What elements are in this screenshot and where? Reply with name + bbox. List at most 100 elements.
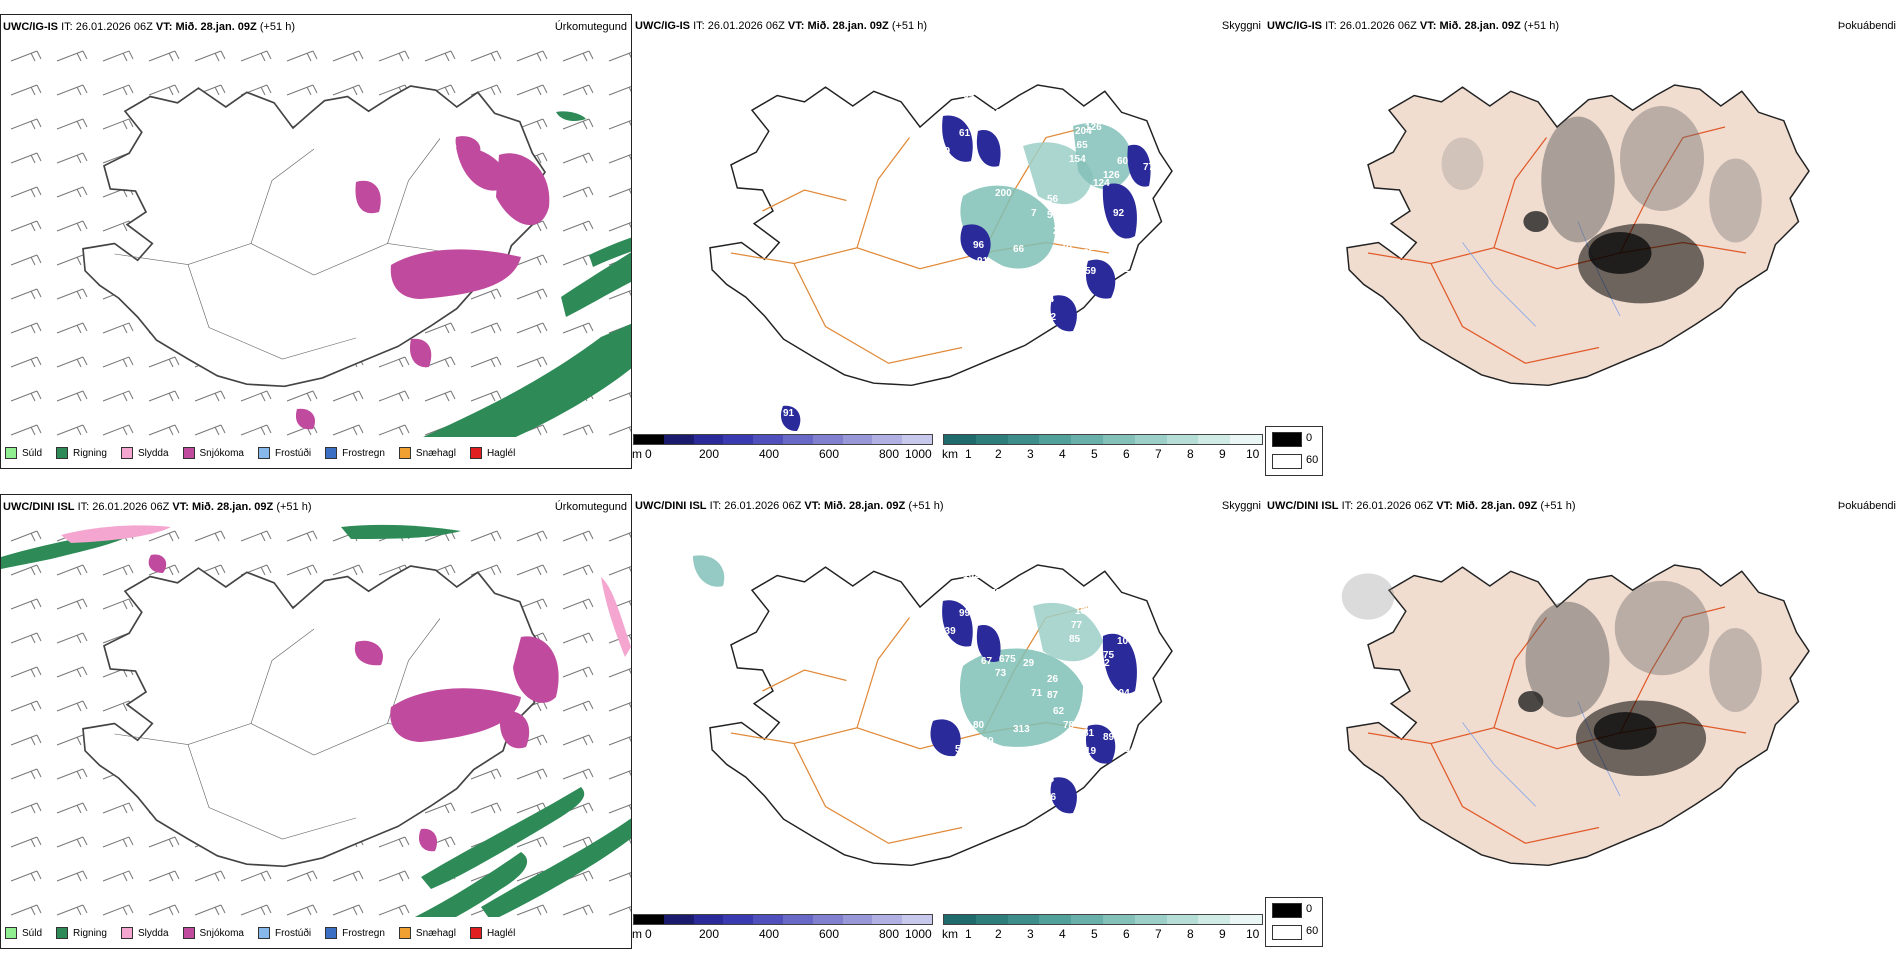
wind-barb (562, 632, 594, 644)
wind-barb (562, 734, 594, 746)
it-value: 26.01.2026 06Z (75, 21, 153, 33)
wind-barb (608, 154, 631, 164)
legend-item: Súld (5, 447, 42, 459)
visibility-unit: km (942, 927, 958, 941)
wind-barb (102, 870, 134, 882)
precip-map (10, 50, 631, 437)
vt-value: Mið. 28.jan. 09Z (175, 21, 257, 33)
visibility-tick: 5 (1091, 927, 1098, 941)
wind-barb (562, 322, 594, 334)
road-network (114, 138, 462, 360)
vt-label: VT: (804, 500, 821, 512)
wind-barb (148, 390, 180, 402)
panel-title: Úrkomutegund (554, 21, 627, 33)
wind-barb (56, 768, 88, 780)
visibility-tick: 9 (1219, 447, 1226, 461)
wind-barb (470, 802, 502, 814)
visibility-tick: 10 (1246, 447, 1260, 461)
snow-areas (148, 554, 559, 852)
it-value: 26.01.2026 06Z (707, 20, 785, 32)
cloud-base-label: 66 (1013, 244, 1025, 255)
wind-barb (608, 906, 631, 916)
vt-label: VT: (1436, 500, 1453, 512)
wind-barb (286, 870, 318, 882)
wind-barb (56, 424, 88, 436)
rain-areas (423, 111, 631, 437)
vt-label: VT: (787, 20, 805, 32)
model-name: UWC/IG-IS (635, 20, 690, 32)
cloud-base-label: 126 (1103, 170, 1120, 181)
legend-item: Frostregn (325, 927, 385, 939)
wind-barb (102, 836, 134, 848)
wind-barb (10, 152, 42, 164)
ceiling-tick: 0 (645, 927, 652, 941)
vt-value: Mið. 28.jan. 09Z (191, 501, 274, 513)
wind-barb (10, 118, 42, 130)
road-network (1367, 126, 1747, 364)
wind-barb (56, 84, 88, 96)
ceiling-tick: 600 (819, 927, 840, 941)
wind-barb (148, 530, 180, 542)
visibility-tick: 6 (1123, 927, 1130, 941)
wind-barb (608, 120, 631, 130)
vt-label: VT: (1419, 20, 1437, 32)
visibility-colorbar: km 1 2 3 4 5 6 7 8 9 10 (942, 914, 1263, 941)
wind-barb (378, 424, 410, 436)
wind-barb (10, 84, 42, 96)
wind-barb (10, 700, 42, 712)
fog-map (1346, 84, 1810, 387)
ceiling-tick: 800 (879, 927, 900, 941)
wind-barb (608, 532, 631, 542)
cloud-base-label: 17 (1103, 252, 1115, 263)
wind-barb (332, 50, 364, 62)
wind-barb (56, 390, 88, 402)
wind-barb (56, 666, 88, 678)
cloud-base-label: 12 (1119, 264, 1131, 275)
wind-barb (102, 356, 134, 368)
visibility-tick: 3 (1027, 447, 1034, 461)
wind-barb (102, 424, 134, 436)
cloud-base-label: 104 (1113, 688, 1130, 699)
ceiling-tick: 0 (645, 447, 652, 461)
snow-areas (295, 136, 550, 430)
wind-barb (608, 426, 631, 436)
wind-barb (608, 804, 631, 814)
wind-barb (10, 802, 42, 814)
wind-barb (102, 322, 134, 334)
legend-item: Snæhagl (398, 927, 456, 939)
wind-barb (608, 188, 631, 198)
wind-barb (240, 904, 272, 916)
wind-barb (378, 870, 410, 882)
cloud-base-label: 78 (1061, 278, 1073, 289)
fog-legend: 0 60 (1265, 426, 1323, 476)
model-name: UWC/DINI ISL (635, 500, 707, 512)
it-label: IT: (693, 20, 705, 32)
cloud-base-label: 200 (995, 188, 1012, 199)
panel-title: Þokuábendi (1837, 500, 1896, 512)
cloud-base-label: 73 (995, 668, 1007, 679)
wind-barb (608, 736, 631, 746)
wind-barb (10, 288, 42, 300)
wind-barb (10, 220, 42, 232)
model-name: UWC/IG-IS (1267, 20, 1322, 32)
fog-shading (1341, 573, 1762, 777)
legend-item: Snjókoma (182, 447, 244, 459)
cloud-base-label: 313 (1013, 724, 1030, 735)
wind-barb (10, 424, 42, 436)
it-label: IT: (1325, 20, 1337, 32)
wind-barb (378, 50, 410, 62)
visibility-panel: UWC/IG-IS IT: 26.01.2026 06Z VT: Mið. 28… (632, 14, 1265, 469)
fog-legend-swatch (1272, 432, 1302, 447)
model-name: UWC/IG-IS (3, 21, 58, 33)
forecast-row-1: UWC/IG-IS IT: 26.01.2026 06Z VT: Mið. 28… (0, 14, 1900, 484)
cloud-base-label: 77 (1071, 620, 1083, 631)
wind-barb (608, 392, 631, 402)
cloud-base-label: 62 (1053, 706, 1065, 717)
panel-title: Skyggni (1221, 20, 1261, 32)
wind-barb (56, 564, 88, 576)
cloud-base-label: 20 (999, 174, 1011, 185)
visibility-tick: 2 (995, 447, 1002, 461)
wind-barb (56, 152, 88, 164)
visibility-colorbar: km 1 2 3 4 5 6 7 8 9 10 (942, 434, 1263, 461)
